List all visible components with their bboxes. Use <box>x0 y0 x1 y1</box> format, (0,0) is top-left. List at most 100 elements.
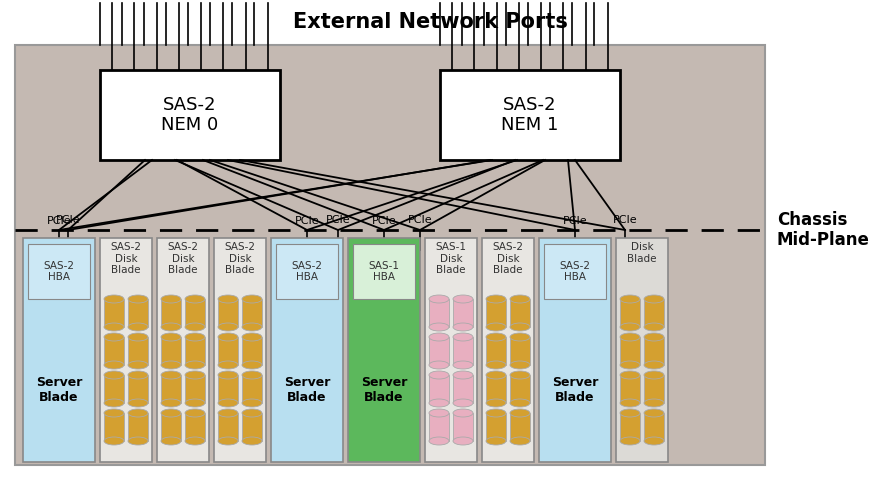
Bar <box>453 299 473 327</box>
Ellipse shape <box>620 437 640 445</box>
Ellipse shape <box>161 295 181 303</box>
Ellipse shape <box>510 371 530 379</box>
Ellipse shape <box>161 361 181 369</box>
Ellipse shape <box>429 333 449 341</box>
Bar <box>128 375 148 403</box>
Bar <box>620 413 640 441</box>
Text: SAS-1
HBA: SAS-1 HBA <box>368 260 400 282</box>
Bar <box>620 337 640 365</box>
Text: SAS-2
Disk
Blade: SAS-2 Disk Blade <box>493 242 523 275</box>
Ellipse shape <box>453 399 473 407</box>
Ellipse shape <box>218 323 238 331</box>
Bar <box>23 238 95 462</box>
Bar <box>128 299 148 327</box>
Bar <box>157 238 209 462</box>
FancyBboxPatch shape <box>15 45 765 465</box>
Bar <box>161 337 181 365</box>
Bar <box>644 413 664 441</box>
Ellipse shape <box>242 361 262 369</box>
Text: Server
Blade: Server Blade <box>36 376 82 404</box>
Ellipse shape <box>185 371 205 379</box>
Bar <box>218 413 238 441</box>
Ellipse shape <box>620 333 640 341</box>
Ellipse shape <box>185 333 205 341</box>
Ellipse shape <box>128 399 148 407</box>
Ellipse shape <box>218 409 238 417</box>
Bar <box>486 337 506 365</box>
Ellipse shape <box>486 323 506 331</box>
Text: SAS-2
NEM 0: SAS-2 NEM 0 <box>161 96 219 134</box>
Text: PCIe: PCIe <box>56 215 80 225</box>
Ellipse shape <box>510 333 530 341</box>
Ellipse shape <box>242 333 262 341</box>
Ellipse shape <box>644 399 664 407</box>
Text: PCIe: PCIe <box>326 215 350 225</box>
Ellipse shape <box>161 437 181 445</box>
Text: SAS-2
Disk
Blade: SAS-2 Disk Blade <box>110 242 142 275</box>
Ellipse shape <box>161 371 181 379</box>
Bar <box>104 375 124 403</box>
Bar <box>276 244 338 299</box>
Bar <box>185 413 205 441</box>
Ellipse shape <box>453 361 473 369</box>
Ellipse shape <box>104 399 124 407</box>
Ellipse shape <box>644 361 664 369</box>
Bar <box>353 244 415 299</box>
Bar <box>104 413 124 441</box>
Bar <box>440 70 620 160</box>
Ellipse shape <box>242 295 262 303</box>
Text: SAS-2
Disk
Blade: SAS-2 Disk Blade <box>167 242 199 275</box>
Ellipse shape <box>486 437 506 445</box>
Bar <box>510 375 530 403</box>
Ellipse shape <box>242 437 262 445</box>
Bar <box>429 375 449 403</box>
Bar <box>242 375 262 403</box>
Ellipse shape <box>510 437 530 445</box>
Ellipse shape <box>161 323 181 331</box>
Ellipse shape <box>510 409 530 417</box>
Text: SAS-2
HBA: SAS-2 HBA <box>44 260 74 282</box>
Ellipse shape <box>620 371 640 379</box>
Bar <box>214 238 266 462</box>
Ellipse shape <box>510 323 530 331</box>
Bar <box>242 413 262 441</box>
Bar <box>429 337 449 365</box>
Bar <box>425 238 477 462</box>
Text: SAS-2
HBA: SAS-2 HBA <box>559 260 591 282</box>
Ellipse shape <box>644 333 664 341</box>
Ellipse shape <box>510 399 530 407</box>
Ellipse shape <box>128 361 148 369</box>
Bar <box>539 238 611 462</box>
Ellipse shape <box>218 399 238 407</box>
Bar <box>620 299 640 327</box>
Bar <box>271 238 343 462</box>
Ellipse shape <box>242 323 262 331</box>
Ellipse shape <box>429 295 449 303</box>
Ellipse shape <box>453 323 473 331</box>
Text: SAS-2
Disk
Blade: SAS-2 Disk Blade <box>225 242 255 275</box>
Ellipse shape <box>185 399 205 407</box>
Ellipse shape <box>185 361 205 369</box>
Ellipse shape <box>620 361 640 369</box>
Bar <box>482 238 534 462</box>
Bar <box>644 337 664 365</box>
Text: PCIe: PCIe <box>612 215 637 225</box>
Ellipse shape <box>161 399 181 407</box>
Bar <box>348 238 420 462</box>
Ellipse shape <box>104 333 124 341</box>
Bar <box>544 244 606 299</box>
Ellipse shape <box>218 295 238 303</box>
Bar <box>644 375 664 403</box>
Ellipse shape <box>644 409 664 417</box>
Text: PCIe: PCIe <box>408 215 432 225</box>
Bar <box>510 413 530 441</box>
Ellipse shape <box>128 409 148 417</box>
Text: PCIe: PCIe <box>563 216 587 226</box>
Bar <box>429 413 449 441</box>
Ellipse shape <box>242 409 262 417</box>
Bar <box>510 299 530 327</box>
Bar <box>100 238 152 462</box>
Bar <box>161 375 181 403</box>
Ellipse shape <box>644 437 664 445</box>
Ellipse shape <box>104 437 124 445</box>
